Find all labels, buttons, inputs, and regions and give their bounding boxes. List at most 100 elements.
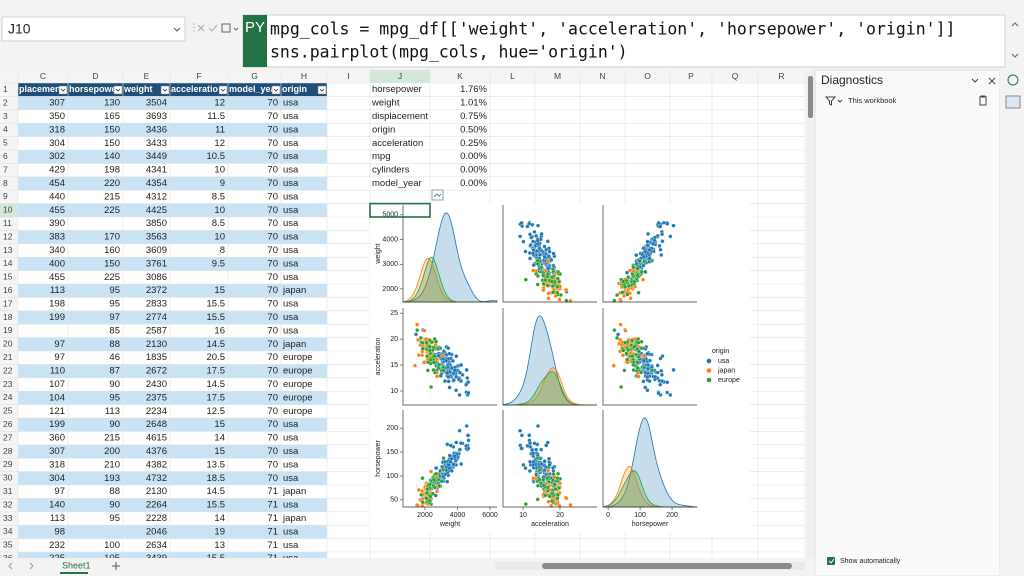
filter-button[interactable] <box>317 85 327 95</box>
x-tick-label: 2000 <box>417 512 433 519</box>
scatter-dot <box>668 234 673 239</box>
table-cell: 454 <box>49 178 65 189</box>
scatter-dot <box>643 385 648 390</box>
scatter-dot <box>523 277 528 282</box>
row-header: 28 <box>3 446 13 456</box>
table-cell: 440 <box>49 191 65 202</box>
code-line: sns.pairplot(mpg_cols, hue='origin') <box>270 43 628 62</box>
scatter-dot <box>466 438 471 443</box>
v-scrollbar[interactable] <box>806 70 815 558</box>
strip-icon[interactable] <box>1007 74 1019 86</box>
separator: ⋮ <box>189 23 199 34</box>
formula-bar[interactable] <box>242 14 1006 68</box>
name-box[interactable] <box>1 16 186 42</box>
table-cell: 87 <box>109 366 120 377</box>
scatter-dot <box>549 279 554 284</box>
table-cell: 4732 <box>146 473 167 484</box>
strip-icon[interactable] <box>1005 95 1021 109</box>
table-cell: usa <box>283 111 299 122</box>
filter-arrow <box>273 88 279 92</box>
table-band <box>18 257 327 271</box>
name-box-chevron[interactable] <box>173 27 181 32</box>
table-cell: usa <box>283 419 299 430</box>
v-scroll-thumb[interactable] <box>808 76 813 118</box>
scatter-dot <box>458 379 464 384</box>
table-cell: 97 <box>54 339 65 350</box>
scatter-dot <box>624 270 630 275</box>
scatter-dot <box>447 351 452 356</box>
table-cell: 8 <box>220 245 225 256</box>
variable-name: cylinders <box>372 165 410 176</box>
column-header: C <box>40 71 46 81</box>
density-shape <box>602 417 698 508</box>
scatter-dot <box>531 476 536 481</box>
table-cell: 70 <box>267 392 278 403</box>
legend-label: japan <box>717 367 735 374</box>
scope-text: This workbook <box>848 96 897 105</box>
y-tick-label: 200 <box>386 425 398 432</box>
table-cell: 4376 <box>146 446 167 457</box>
table-cell: usa <box>283 165 299 176</box>
table-cell: japan <box>282 486 306 497</box>
filter-button[interactable] <box>58 85 68 95</box>
x-axis-label: horsepower <box>632 521 669 528</box>
scatter-dot <box>535 223 541 228</box>
scatter-dot <box>525 443 530 448</box>
table-cell: 113 <box>50 285 65 296</box>
scatter-dot <box>519 433 524 438</box>
table-cell: 318 <box>49 124 65 135</box>
table-cell: 70 <box>267 165 278 176</box>
row-header: 21 <box>3 352 13 362</box>
checkbox[interactable] <box>827 557 835 565</box>
enter-icon[interactable] <box>208 24 218 32</box>
filter-button[interactable] <box>271 85 281 95</box>
scatter-dot <box>635 273 640 278</box>
table-cell: 17.5 <box>207 366 226 377</box>
h-scroll-thumb[interactable] <box>542 563 792 569</box>
scatter-dot <box>619 384 624 390</box>
scatter-dot <box>454 354 459 359</box>
scatter-dot <box>446 374 451 380</box>
cancel-icon[interactable] <box>197 24 205 32</box>
scatter-dot <box>564 298 569 303</box>
scatter-dot <box>420 353 425 358</box>
table-cell: 90 <box>109 500 120 511</box>
scatter-dot <box>415 502 420 508</box>
scatter-dot <box>457 428 462 433</box>
scatter-dot <box>545 476 550 481</box>
trash-icon[interactable] <box>979 95 987 106</box>
table-cell: usa <box>283 459 299 470</box>
sheet-nav[interactable] <box>8 562 34 570</box>
table-cell: 3504 <box>146 98 167 109</box>
table-cell: 70 <box>267 245 278 256</box>
scatter-dot <box>660 379 665 384</box>
add-sheet[interactable] <box>112 562 120 570</box>
sheet-tab[interactable]: Sheet1 <box>62 560 91 570</box>
table-cell: 97 <box>54 486 65 497</box>
table-cell: 3449 <box>146 151 167 162</box>
filter-arrow <box>319 88 325 92</box>
scatter-dot <box>430 491 435 496</box>
pane-controls[interactable] <box>971 77 996 85</box>
filter-icon[interactable] <box>824 96 843 106</box>
python-icon[interactable] <box>221 23 239 33</box>
scatter-dot <box>556 485 562 491</box>
scatter-dot <box>454 388 459 393</box>
scatter-dot <box>442 379 448 384</box>
formula-expand[interactable] <box>1011 22 1019 58</box>
filter-button[interactable] <box>113 85 123 95</box>
scatter-dot <box>550 283 555 288</box>
selected-row-header <box>0 203 18 217</box>
row-header: 25 <box>3 406 13 416</box>
column-header: E <box>144 71 150 81</box>
variable-name: mpg <box>372 151 390 162</box>
scatter-dot <box>635 360 640 365</box>
legend-swatch <box>706 368 712 373</box>
scatter-dot <box>550 266 556 272</box>
filter-button[interactable] <box>218 85 228 95</box>
filter-button[interactable] <box>160 85 170 95</box>
table-cell: usa <box>283 433 299 444</box>
subplot-frame <box>502 205 597 303</box>
table-cell: 70 <box>267 339 278 350</box>
